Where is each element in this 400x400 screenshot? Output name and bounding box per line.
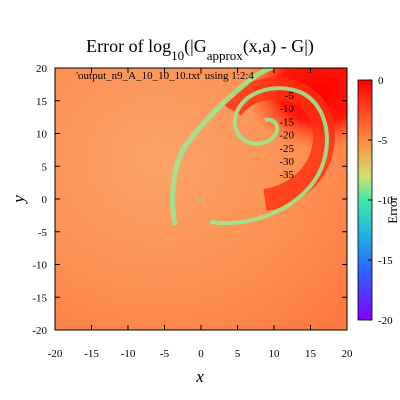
x-axis-label: x — [195, 367, 204, 386]
contour-level-label: -30 — [279, 156, 294, 168]
contour-level-label: -5 — [285, 90, 295, 102]
y-tick-label: -20 — [32, 325, 47, 337]
key-title: 'output_n9_A_10_10_10.txt' using 1:2:4 — [76, 70, 254, 82]
colorbar-tick-label: 0 — [378, 75, 384, 87]
y-tick-label: 20 — [36, 63, 48, 75]
y-tick-label: 5 — [42, 161, 48, 173]
colorbar-tick-label: -10 — [378, 195, 393, 207]
contour-level-label: -35 — [279, 169, 294, 181]
chart-title: Error of log10(|Gapprox(x,a) - G|) — [86, 36, 314, 63]
y-tick-label: 0 — [42, 194, 48, 206]
colorbar-label: Error — [385, 196, 400, 224]
x-tick-label: -20 — [48, 348, 63, 360]
contour-level-label: -10 — [279, 103, 294, 115]
title-part: (x,a) - G|) — [243, 36, 314, 57]
y-tick-label: -10 — [32, 260, 47, 272]
contour-level-label: -15 — [279, 116, 294, 128]
x-tick-label: 0 — [198, 348, 204, 360]
heatmap — [55, 68, 347, 330]
x-tick-label: -5 — [160, 348, 170, 360]
title-subscript: approx — [207, 48, 244, 63]
contour-level-label: -25 — [279, 143, 294, 155]
y-tick-label: -15 — [32, 292, 47, 304]
y-tick-label: 10 — [36, 129, 48, 141]
title-subscript: 10 — [171, 48, 184, 63]
x-tick-label: -15 — [84, 348, 99, 360]
colorbar-tick-label: -5 — [378, 135, 388, 147]
x-tick-label: -10 — [121, 348, 136, 360]
title-part: (|G — [184, 36, 207, 57]
x-tick-label: 20 — [342, 348, 354, 360]
x-tick-label: 10 — [269, 348, 281, 360]
contour-level-label: -20 — [279, 130, 294, 142]
y-axis-label: y — [9, 195, 28, 205]
y-tick-label: 15 — [36, 96, 48, 108]
colorbar-tick-label: -15 — [378, 255, 393, 267]
colorbar-tick-label: -20 — [378, 315, 393, 327]
x-tick-label: 5 — [235, 348, 241, 360]
y-tick-label: -5 — [38, 227, 48, 239]
title-part: Error of log — [86, 36, 171, 56]
x-tick-label: 15 — [305, 348, 317, 360]
